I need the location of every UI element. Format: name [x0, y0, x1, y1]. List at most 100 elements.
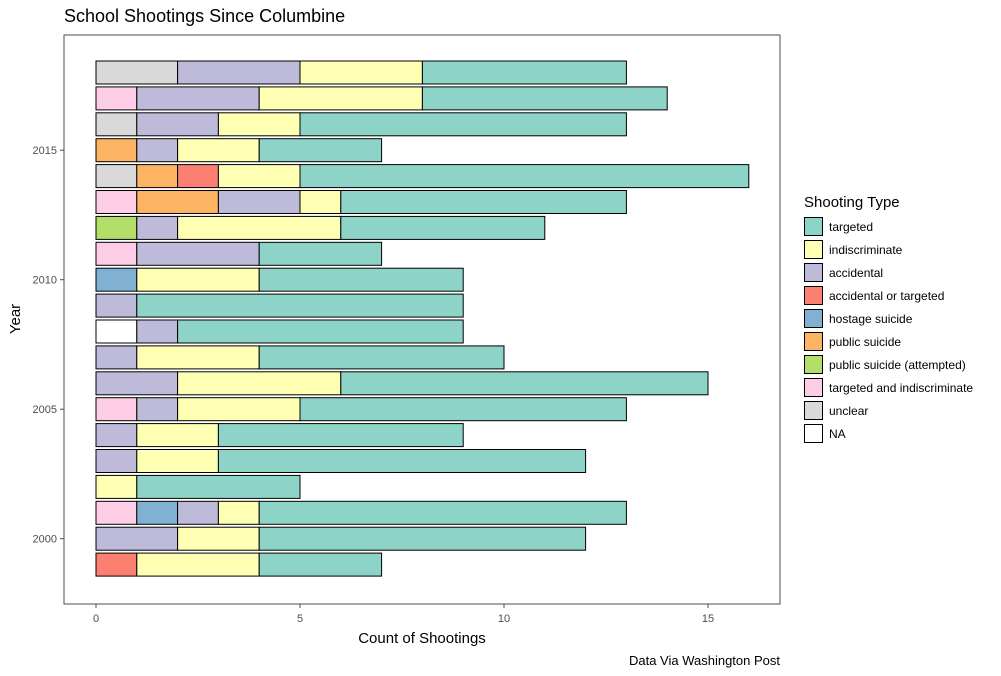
bar-segment-2015-targeted	[258, 138, 383, 163]
legend-key-accidental	[804, 263, 823, 282]
bar-segment-2017-indiscriminate	[258, 86, 423, 111]
bar-segment-2006-indiscriminate	[177, 371, 342, 396]
bar-segment-1999-indiscriminate	[136, 552, 260, 577]
legend-key-unclear	[804, 401, 823, 420]
legend-label-unclear: unclear	[829, 403, 869, 418]
legend-key-accidental-or-targeted	[804, 286, 823, 305]
bar-segment-2001-targeted-and-indiscriminate	[95, 500, 138, 525]
bar-segment-2018-accidental	[177, 60, 301, 85]
y-tick-label-2015: 2015	[33, 145, 57, 157]
bar-segment-2015-public-suicide	[95, 138, 138, 163]
legend-label-targeted-and-indiscriminate: targeted and indiscriminate	[829, 380, 974, 395]
y-axis-title: Year	[7, 304, 24, 334]
legend-title: Shooting Type	[804, 194, 900, 211]
legend-key-targeted	[804, 217, 823, 236]
legend-label-hostage-suicide: hostage suicide	[829, 311, 913, 326]
bar-segment-2013-accidental	[217, 190, 301, 214]
bar-segment-2013-public-suicide	[136, 190, 219, 214]
bar-segment-2014-unclear	[95, 164, 138, 189]
bar-segment-2007-targeted	[258, 345, 505, 370]
y-tick-label-2005: 2005	[33, 404, 57, 416]
legend-item-targeted-and-indiscriminate: targeted and indiscriminate	[804, 376, 973, 399]
x-axis-title: Count of Shootings	[358, 630, 486, 647]
bar-segment-2004-targeted	[217, 423, 464, 448]
x-tick-label-10: 10	[498, 613, 510, 625]
bar-segment-2001-hostage-suicide	[136, 500, 179, 525]
bar-segment-2000-indiscriminate	[177, 526, 260, 551]
bar-segment-2009-targeted	[136, 293, 464, 318]
y-tick-label-2000: 2000	[33, 534, 57, 546]
bar-segment-2010-targeted	[258, 267, 464, 292]
legend-label-public-suicide-attempted: public suicide (attempted)	[829, 357, 966, 372]
bar-segment-1999-accidental-or-targeted	[95, 552, 138, 577]
legend-item-public-suicide-attempted: public suicide (attempted)	[804, 353, 973, 376]
bar-segment-2008-na	[95, 319, 138, 344]
bar-segment-2008-targeted	[177, 319, 464, 344]
legend-label-accidental: accidental	[829, 265, 884, 280]
bar-segment-2015-indiscriminate	[177, 138, 260, 163]
bar-segment-2012-targeted	[340, 215, 546, 240]
bar-segment-2003-accidental	[95, 449, 138, 473]
bar-segment-2015-accidental	[136, 138, 179, 163]
bar-segment-2011-targeted	[258, 241, 383, 266]
bar-segment-2009-accidental	[95, 293, 138, 318]
bar-segment-2010-indiscriminate	[136, 267, 260, 292]
bar-segment-2005-indiscriminate	[177, 397, 301, 422]
legend-key-na	[804, 424, 823, 443]
legend-key-hostage-suicide	[804, 309, 823, 328]
x-tick-label-0: 0	[93, 613, 99, 625]
legend-label-na: NA	[829, 426, 846, 441]
legend-label-accidental-or-targeted: accidental or targeted	[829, 288, 945, 303]
legend-label-indiscriminate: indiscriminate	[829, 242, 903, 257]
bar-segment-2004-indiscriminate	[136, 423, 219, 448]
x-tick-label-15: 15	[702, 613, 714, 625]
bar-segment-2002-targeted	[136, 474, 301, 499]
legend-item-accidental: accidental	[804, 261, 973, 284]
legend-items: targeted indiscriminate accidental accident…	[804, 215, 973, 445]
legend-label-public-suicide: public suicide	[829, 334, 902, 349]
legend-item-hostage-suicide: hostage suicide	[804, 307, 973, 330]
legend: Shooting Type targeted indiscriminate acci…	[804, 194, 973, 445]
bar-segment-2014-targeted	[299, 164, 750, 189]
bar-segment-2018-indiscriminate	[299, 60, 423, 85]
bar-segment-2017-targeted-and-indiscriminate	[95, 86, 138, 111]
bar-segment-2008-accidental	[136, 319, 179, 344]
bar-segment-2005-targeted	[299, 397, 627, 422]
chart-caption: Data Via Washington Post	[628, 653, 780, 668]
bar-segment-2003-indiscriminate	[136, 449, 219, 473]
bar-segment-2016-indiscriminate	[217, 112, 301, 137]
legend-item-indiscriminate: indiscriminate	[804, 238, 973, 261]
bar-segment-2016-targeted	[299, 112, 627, 137]
bar-segment-2004-accidental	[95, 423, 138, 448]
legend-key-indiscriminate	[804, 240, 823, 259]
bar-segment-2017-accidental	[136, 86, 260, 111]
bar-segment-2012-public-suicide-attempted	[95, 215, 138, 240]
bar-segment-2013-targeted	[340, 190, 627, 214]
bar-segment-2001-accidental	[177, 500, 219, 525]
bar-segment-2017-targeted	[421, 86, 668, 111]
bar-segment-2010-hostage-suicide	[95, 267, 138, 292]
bar-segment-2014-public-suicide	[136, 164, 179, 189]
bar-segment-2018-targeted	[421, 60, 627, 85]
bar-segment-2011-targeted-and-indiscriminate	[95, 241, 138, 266]
legend-key-targeted-and-indiscriminate	[804, 378, 823, 397]
x-axis-ticks: 0 5 10 15	[93, 604, 714, 625]
bar-segment-2012-accidental	[136, 215, 179, 240]
bar-segment-2016-accidental	[136, 112, 219, 137]
bar-segment-2001-targeted	[258, 500, 627, 525]
legend-item-accidental-or-targeted: accidental or targeted	[804, 284, 973, 307]
bars-layer	[95, 60, 750, 577]
legend-key-public-suicide	[804, 332, 823, 351]
y-tick-label-2010: 2010	[33, 275, 57, 287]
chart-title: School Shootings Since Columbine	[64, 6, 346, 26]
bar-segment-2014-indiscriminate	[217, 164, 301, 189]
bar-segment-2011-accidental	[136, 241, 260, 266]
bar-segment-2014-accidental-or-targeted	[177, 164, 219, 189]
legend-item-targeted: targeted	[804, 215, 973, 238]
bar-segment-2012-indiscriminate	[177, 215, 342, 240]
bar-segment-2001-indiscriminate	[217, 500, 260, 525]
bar-segment-2013-targeted-and-indiscriminate	[95, 190, 138, 214]
bar-segment-2005-targeted-and-indiscriminate	[95, 397, 138, 422]
legend-item-unclear: unclear	[804, 399, 973, 422]
